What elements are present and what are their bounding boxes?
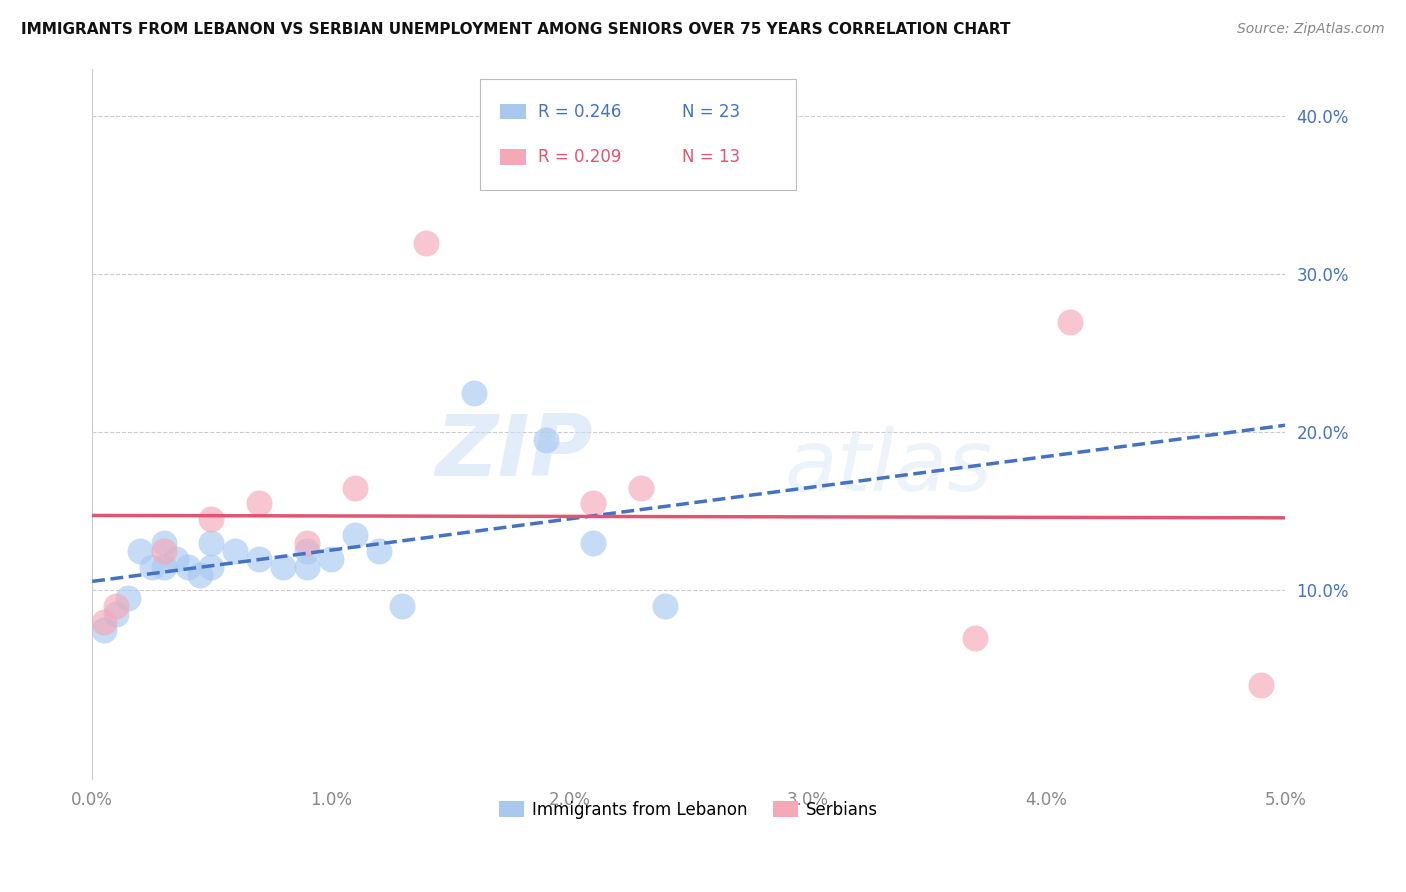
Text: R = 0.209: R = 0.209 (538, 148, 621, 166)
Point (224, 544, 246, 558)
Text: N = 23: N = 23 (682, 103, 740, 120)
Point (152, 536, 174, 550)
Point (200, 512, 222, 526)
Point (271, 559, 294, 574)
FancyBboxPatch shape (479, 79, 796, 189)
Point (152, 544, 174, 558)
Point (165, 552, 187, 566)
Text: atlas: atlas (785, 425, 993, 508)
FancyBboxPatch shape (501, 149, 526, 165)
Point (176, 559, 198, 574)
Point (391, 599, 413, 614)
Point (367, 544, 389, 558)
Point (319, 552, 342, 566)
Point (343, 528, 366, 542)
Text: Source: ZipAtlas.com: Source: ZipAtlas.com (1237, 22, 1385, 37)
Point (463, 385, 485, 400)
Point (415, 235, 437, 250)
Point (343, 481, 366, 495)
Point (93, 623, 115, 637)
Text: R = 0.246: R = 0.246 (538, 103, 621, 120)
Point (963, 631, 986, 645)
Point (105, 599, 128, 614)
Point (247, 552, 270, 566)
Point (1250, 678, 1272, 692)
Point (141, 559, 163, 574)
Point (200, 536, 222, 550)
Point (93, 615, 115, 629)
Point (129, 544, 152, 558)
Point (534, 434, 557, 448)
Point (152, 559, 174, 574)
Text: N = 13: N = 13 (682, 148, 740, 166)
FancyBboxPatch shape (501, 103, 526, 120)
Point (200, 559, 222, 574)
Text: IMMIGRANTS FROM LEBANON VS SERBIAN UNEMPLOYMENT AMONG SENIORS OVER 75 YEARS CORR: IMMIGRANTS FROM LEBANON VS SERBIAN UNEMP… (21, 22, 1011, 37)
Point (295, 559, 318, 574)
Legend: Immigrants from Lebanon, Serbians: Immigrants from Lebanon, Serbians (492, 794, 884, 825)
Point (188, 567, 211, 582)
Point (1059, 315, 1081, 329)
Text: ZIP: ZIP (436, 411, 593, 494)
Point (105, 607, 128, 622)
Point (247, 496, 270, 510)
Point (295, 544, 318, 558)
Point (654, 599, 676, 614)
Point (630, 481, 652, 495)
Point (582, 496, 605, 510)
Point (295, 536, 318, 550)
Point (117, 591, 139, 606)
Point (582, 536, 605, 550)
